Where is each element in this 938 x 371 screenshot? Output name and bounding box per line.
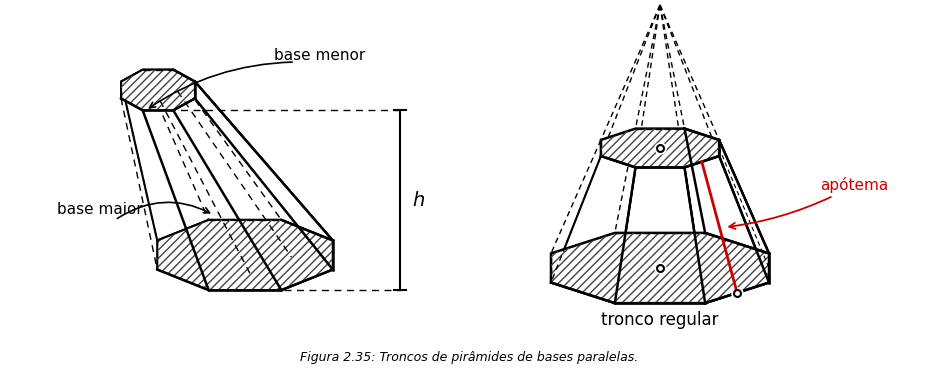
Text: tronco regular: tronco regular [601, 311, 719, 329]
Polygon shape [158, 220, 333, 290]
Polygon shape [143, 82, 333, 290]
Polygon shape [551, 156, 636, 303]
Text: apótema: apótema [729, 177, 888, 229]
Polygon shape [685, 156, 769, 303]
Text: h: h [412, 191, 424, 210]
Polygon shape [614, 167, 705, 303]
Polygon shape [601, 129, 719, 167]
Polygon shape [719, 140, 769, 283]
Text: base menor: base menor [275, 47, 366, 62]
Polygon shape [551, 233, 769, 303]
Text: Figura 2.35: Troncos de pirâmides de bases paralelas.: Figura 2.35: Troncos de pirâmides de bas… [300, 351, 638, 364]
Polygon shape [121, 70, 333, 240]
Text: base maior: base maior [57, 203, 143, 217]
Polygon shape [685, 129, 769, 253]
Polygon shape [121, 70, 195, 110]
